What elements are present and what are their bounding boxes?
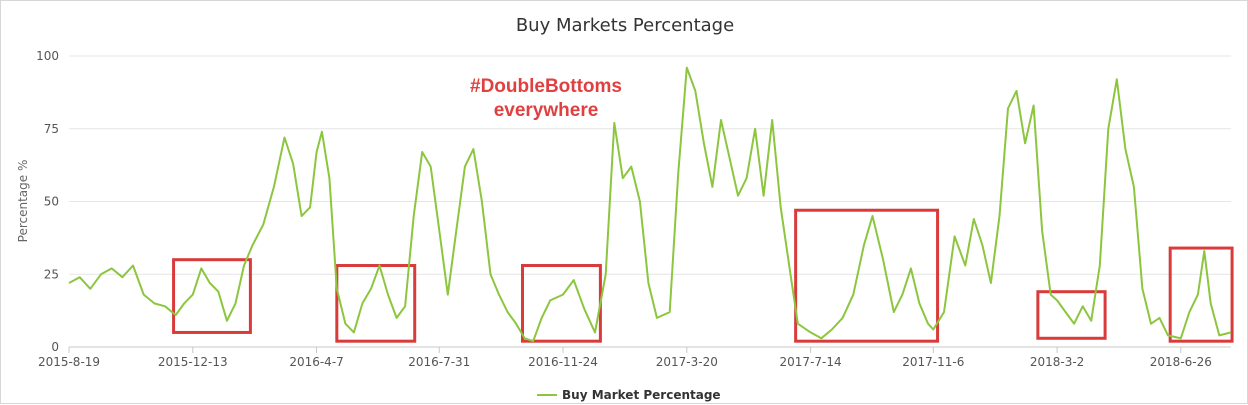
grid-layer <box>69 55 1231 348</box>
highlight-box <box>335 264 417 343</box>
highlight-box-layer <box>172 208 1234 343</box>
x-tick-label: 2016-4-7 <box>289 355 343 369</box>
x-tick-label: 2018-6-26 <box>1150 355 1212 369</box>
series-layer <box>68 66 1232 343</box>
chart-title: Buy Markets Percentage <box>516 15 734 36</box>
x-tick-label: 2017-11-6 <box>902 355 964 369</box>
x-tick-label: 2017-7-14 <box>780 355 842 369</box>
highlight-box <box>520 264 602 343</box>
y-tick-label: 75 <box>44 122 59 136</box>
y-tick-layer: 0 25 50 75 100 <box>36 49 59 354</box>
y-tick-label: 100 <box>36 49 59 63</box>
annotation-line-2: everywhere <box>494 100 599 121</box>
highlight-box <box>1036 290 1107 340</box>
x-tick-label: 2018-3-2 <box>1030 355 1084 369</box>
y-tick-label: 25 <box>44 267 59 281</box>
x-tick-label: 2017-3-20 <box>656 355 718 369</box>
x-tick-label: 2016-11-24 <box>528 355 598 369</box>
highlight-box <box>1168 246 1234 343</box>
highlight-box <box>172 258 252 334</box>
x-tick-label: 2015-12-13 <box>158 355 228 369</box>
highlight-box <box>794 208 940 343</box>
x-tick-label: 2015-8-19 <box>38 355 100 369</box>
y-tick-label: 50 <box>44 195 59 209</box>
y-axis-label: Percentage % <box>16 160 30 243</box>
legend-label: Buy Market Percentage <box>562 388 721 402</box>
x-tick-layer: 2015-8-19 2015-12-13 2016-4-7 2016-7-31 2016… <box>38 347 1212 369</box>
annotation-line-1: #DoubleBottoms <box>470 76 622 97</box>
x-tick-label: 2016-7-31 <box>408 355 470 369</box>
legend[interactable]: Buy Market Percentage <box>537 388 721 402</box>
series-line-0 <box>68 66 1232 343</box>
y-tick-label: 0 <box>51 340 59 354</box>
